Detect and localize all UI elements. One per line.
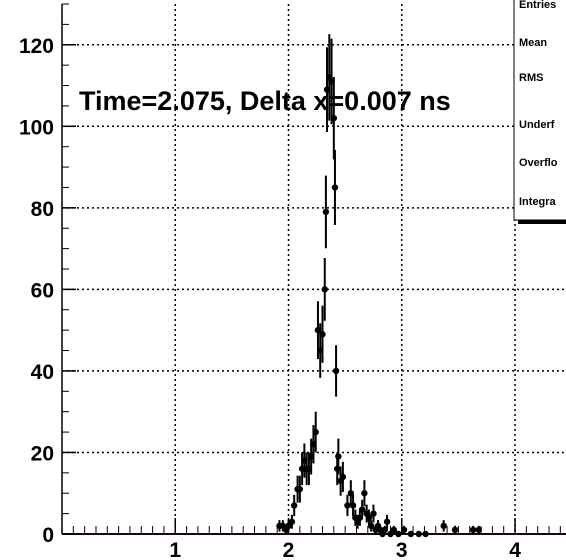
data-point xyxy=(390,526,398,534)
stats-box: Entries Mean RMS Underf Overflo Integra xyxy=(513,0,566,224)
data-point xyxy=(358,506,366,513)
x-tick-label: 3 xyxy=(396,539,408,560)
data-point xyxy=(335,453,342,460)
y-tick-label: 60 xyxy=(31,279,54,302)
data-point xyxy=(334,465,341,472)
tick-labels: 0 20 40 60 80 100 120 1 2 3 4 xyxy=(19,35,521,560)
data-point xyxy=(344,502,351,509)
stats-label-underflow: Underf xyxy=(519,119,555,131)
stats-label-integral: Integra xyxy=(519,196,557,208)
stats-label-overflow: Overflo xyxy=(519,157,558,169)
data-point xyxy=(440,522,447,530)
data-point xyxy=(383,518,391,525)
y-tick-label: 80 xyxy=(31,198,54,221)
data-point xyxy=(290,502,298,509)
y-tick-label: 40 xyxy=(31,361,54,384)
y-tick-label: 20 xyxy=(31,442,54,465)
data-point xyxy=(469,526,477,534)
stats-label-entries: Entries xyxy=(519,0,556,11)
data-point xyxy=(347,490,355,497)
data-point xyxy=(296,485,304,493)
data-point xyxy=(361,490,368,497)
x-tick-label: 4 xyxy=(509,539,521,560)
x-tick-label: 1 xyxy=(169,539,181,560)
y-tick-label: 100 xyxy=(19,116,54,139)
data-point xyxy=(339,473,347,481)
data-point xyxy=(367,522,375,530)
data-point xyxy=(349,502,357,509)
grid-lines xyxy=(62,4,566,534)
stats-box-panel xyxy=(513,0,566,221)
data-point xyxy=(322,208,330,216)
annotation-text: Time=2.075, Delta x=0.007 ns xyxy=(79,86,451,116)
data-point xyxy=(330,114,338,122)
data-point xyxy=(331,184,339,191)
stats-label-rms: RMS xyxy=(519,72,543,84)
data-point xyxy=(321,286,328,293)
data-point xyxy=(451,526,459,534)
data-points xyxy=(276,34,482,538)
data-point xyxy=(332,367,340,375)
data-point xyxy=(312,428,319,436)
data-point xyxy=(365,514,373,521)
stats-label-mean: Mean xyxy=(519,37,547,49)
y-tick-label: 0 xyxy=(42,524,54,547)
data-point xyxy=(319,331,326,338)
data-point xyxy=(475,526,482,534)
y-tick-label: 120 xyxy=(19,35,54,58)
data-point xyxy=(370,510,377,517)
data-point xyxy=(288,518,296,525)
x-tick-label: 2 xyxy=(283,539,295,560)
axis-ticks xyxy=(62,3,561,535)
